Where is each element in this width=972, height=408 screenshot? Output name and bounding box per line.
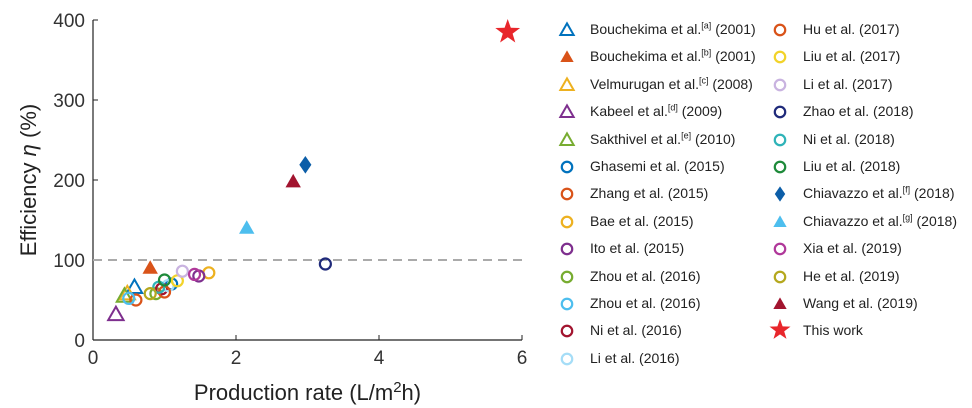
data-point xyxy=(299,156,312,174)
y-tick-label: 200 xyxy=(53,171,85,192)
data-point xyxy=(157,273,172,287)
data-point xyxy=(318,257,332,271)
data-point xyxy=(142,260,158,274)
data-point xyxy=(143,287,157,301)
x-tick-label: 4 xyxy=(374,348,385,369)
y-tick-label: 400 xyxy=(53,11,85,32)
x-tick-label: 2 xyxy=(231,348,242,369)
data-point xyxy=(106,304,126,322)
y-tick-label: 100 xyxy=(53,251,85,272)
data-point xyxy=(285,173,301,188)
y-tick-label: 300 xyxy=(53,91,85,112)
data-point xyxy=(122,291,136,305)
data-point xyxy=(239,220,255,234)
y-tick-label: 0 xyxy=(74,331,85,352)
data-point xyxy=(125,277,144,294)
x-tick-label: 0 xyxy=(88,348,99,369)
x-tick-label: 6 xyxy=(517,348,528,369)
data-point xyxy=(175,264,189,278)
data-point xyxy=(187,267,202,281)
y-axis-label: Efficiency η (%) xyxy=(16,104,41,256)
data-point xyxy=(495,19,521,43)
data-point xyxy=(129,293,143,307)
x-axis-label: Production rate (L/m2h) xyxy=(194,379,421,405)
